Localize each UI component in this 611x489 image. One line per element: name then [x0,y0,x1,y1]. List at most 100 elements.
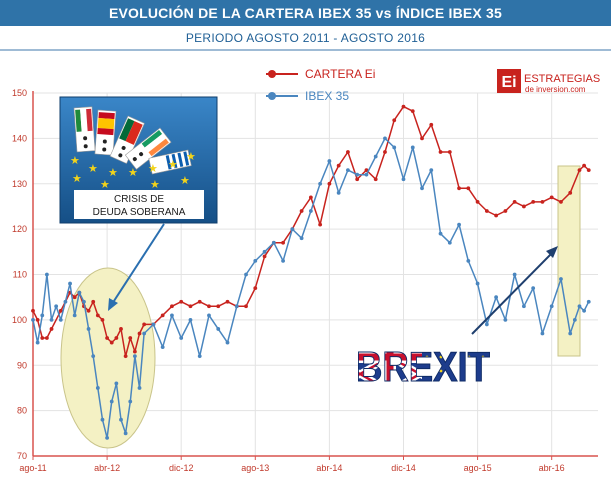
data-point-cartera [346,150,350,154]
y-tick-label: 120 [12,224,27,234]
data-point-cartera [582,163,587,168]
data-point-ibex [54,304,59,309]
data-point-cartera [438,150,443,154]
data-point-ibex [383,136,387,141]
x-tick-label: dic-14 [391,463,416,473]
y-tick-label: 70 [17,451,27,461]
data-point-cartera [142,322,147,327]
data-point-cartera [364,168,369,173]
data-point-cartera [105,336,109,340]
data-point-cartera [95,313,100,318]
data-point-ibex [114,381,119,386]
data-point-ibex [457,222,461,227]
data-point-cartera [40,336,45,340]
data-point-cartera [160,313,165,318]
data-point-ibex [540,331,545,336]
brexit-annotation: BREXIT BREXIT [356,246,558,390]
data-point-cartera [392,118,397,123]
data-point-ibex [373,154,378,159]
data-point-ibex [68,281,72,286]
y-tick-label: 110 [13,270,27,280]
data-point-ibex [119,417,123,422]
data-point-cartera [373,177,378,182]
data-point-ibex [308,209,313,213]
data-point-cartera [410,109,415,114]
data-point-cartera [216,304,221,309]
data-point-ibex [170,313,174,318]
svg-text:★: ★ [186,151,196,163]
data-point-cartera [531,200,536,204]
data-point-ibex [216,327,221,331]
data-point-cartera [170,304,174,309]
data-point-ibex [207,313,211,318]
data-point-cartera [31,308,35,313]
data-point-ibex [410,145,415,150]
data-point-ibex [568,331,573,336]
legend: CARTERA Ei IBEX 35 [266,67,375,103]
debt-crisis-highlight [60,267,156,449]
data-point-cartera [207,304,211,309]
svg-text:★: ★ [108,167,118,179]
data-point-cartera [58,308,63,313]
series-cartera [31,104,591,359]
data-point-cartera [86,308,91,313]
data-point-cartera [137,331,142,336]
data-point-cartera [466,186,471,191]
data-point-ibex [429,168,434,173]
data-point-cartera [225,299,230,304]
data-point-ibex [392,145,397,150]
data-point-ibex [582,308,587,313]
series-ibex [31,136,591,440]
data-point-ibex [160,345,165,349]
data-point-cartera [49,327,54,331]
data-point-cartera [100,317,105,322]
data-point-ibex [271,240,276,245]
x-tick-label: abr-14 [316,463,342,473]
logo-mark: Ei [501,74,516,91]
data-point-ibex [142,331,147,336]
series-layer [31,104,591,440]
svg-text:★: ★ [180,175,190,187]
data-point-ibex [91,354,96,359]
data-point-ibex [179,336,184,340]
logo-mark-box [497,69,521,93]
eu-stars-icon: ★★ ★ ★ ★ ★ ★★ ★ ★ ★ [70,151,196,191]
data-point-cartera [197,299,202,304]
data-point-cartera [494,213,499,218]
data-point-ibex [105,435,109,440]
data-point-cartera [188,304,193,309]
data-point-cartera [503,209,508,213]
y-tick-label: 140 [12,133,27,143]
data-point-cartera [540,200,545,204]
data-point-ibex [586,299,591,304]
data-point-ibex [355,172,360,177]
debt-crisis-callout: ★★ ★ ★ ★ ★ ★★ ★ ★ ★ CRISIS DE DEUDA SOBERAN… [59,96,218,311]
callout-label-box [74,190,204,219]
x-tick-label: ago-11 [19,463,46,473]
data-point-ibex [132,354,137,359]
data-point-ibex [466,258,471,263]
logo: Ei ESTRATEGIAS de inversion.com [497,69,600,94]
data-point-ibex [72,313,77,318]
data-point-ibex [244,272,248,277]
data-point-ibex [82,299,86,304]
data-point-cartera [484,209,489,213]
chart-axes [32,91,598,460]
data-point-cartera [114,336,119,340]
data-point-ibex [549,304,554,309]
legend-marker-ibex [268,92,276,100]
data-point-ibex [86,327,91,331]
data-point-ibex [123,431,128,436]
data-point-cartera [429,122,434,127]
legend-label-cartera: CARTERA Ei [305,67,375,81]
data-point-ibex [299,236,304,241]
data-point-cartera [475,200,480,204]
data-point-ibex [197,354,202,359]
callout-line2: DEUDA SOBERANA [93,207,186,218]
data-point-cartera [72,295,77,300]
svg-text:★: ★ [168,159,178,171]
svg-text:★: ★ [72,173,82,185]
data-point-cartera [262,254,267,259]
y-tick-label: 90 [17,360,27,370]
brexit-label-left: BREXIT [356,343,490,390]
